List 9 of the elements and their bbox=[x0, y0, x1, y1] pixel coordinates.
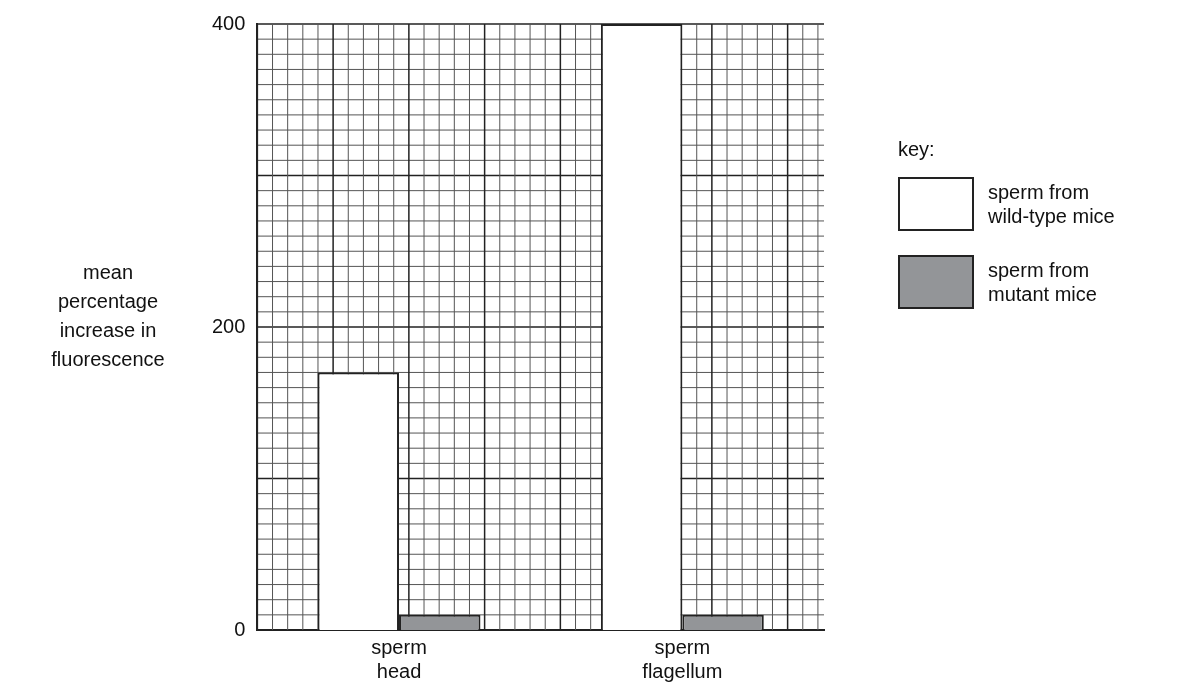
x-tick-label: sperm flagellum bbox=[642, 635, 723, 682]
y-tick-label: 400 bbox=[211, 11, 246, 34]
legend-title: key: bbox=[898, 138, 936, 161]
text: sperm from mutant mice bbox=[988, 258, 1098, 306]
y-tick-label: 0 bbox=[234, 617, 246, 640]
y-tick-label: 200 bbox=[211, 314, 246, 337]
x-tick-label: sperm head bbox=[371, 635, 427, 682]
text: sperm from wild-type mice bbox=[988, 180, 1116, 228]
y-axis-title: mean percentage increase in fluorescence bbox=[50, 260, 166, 372]
